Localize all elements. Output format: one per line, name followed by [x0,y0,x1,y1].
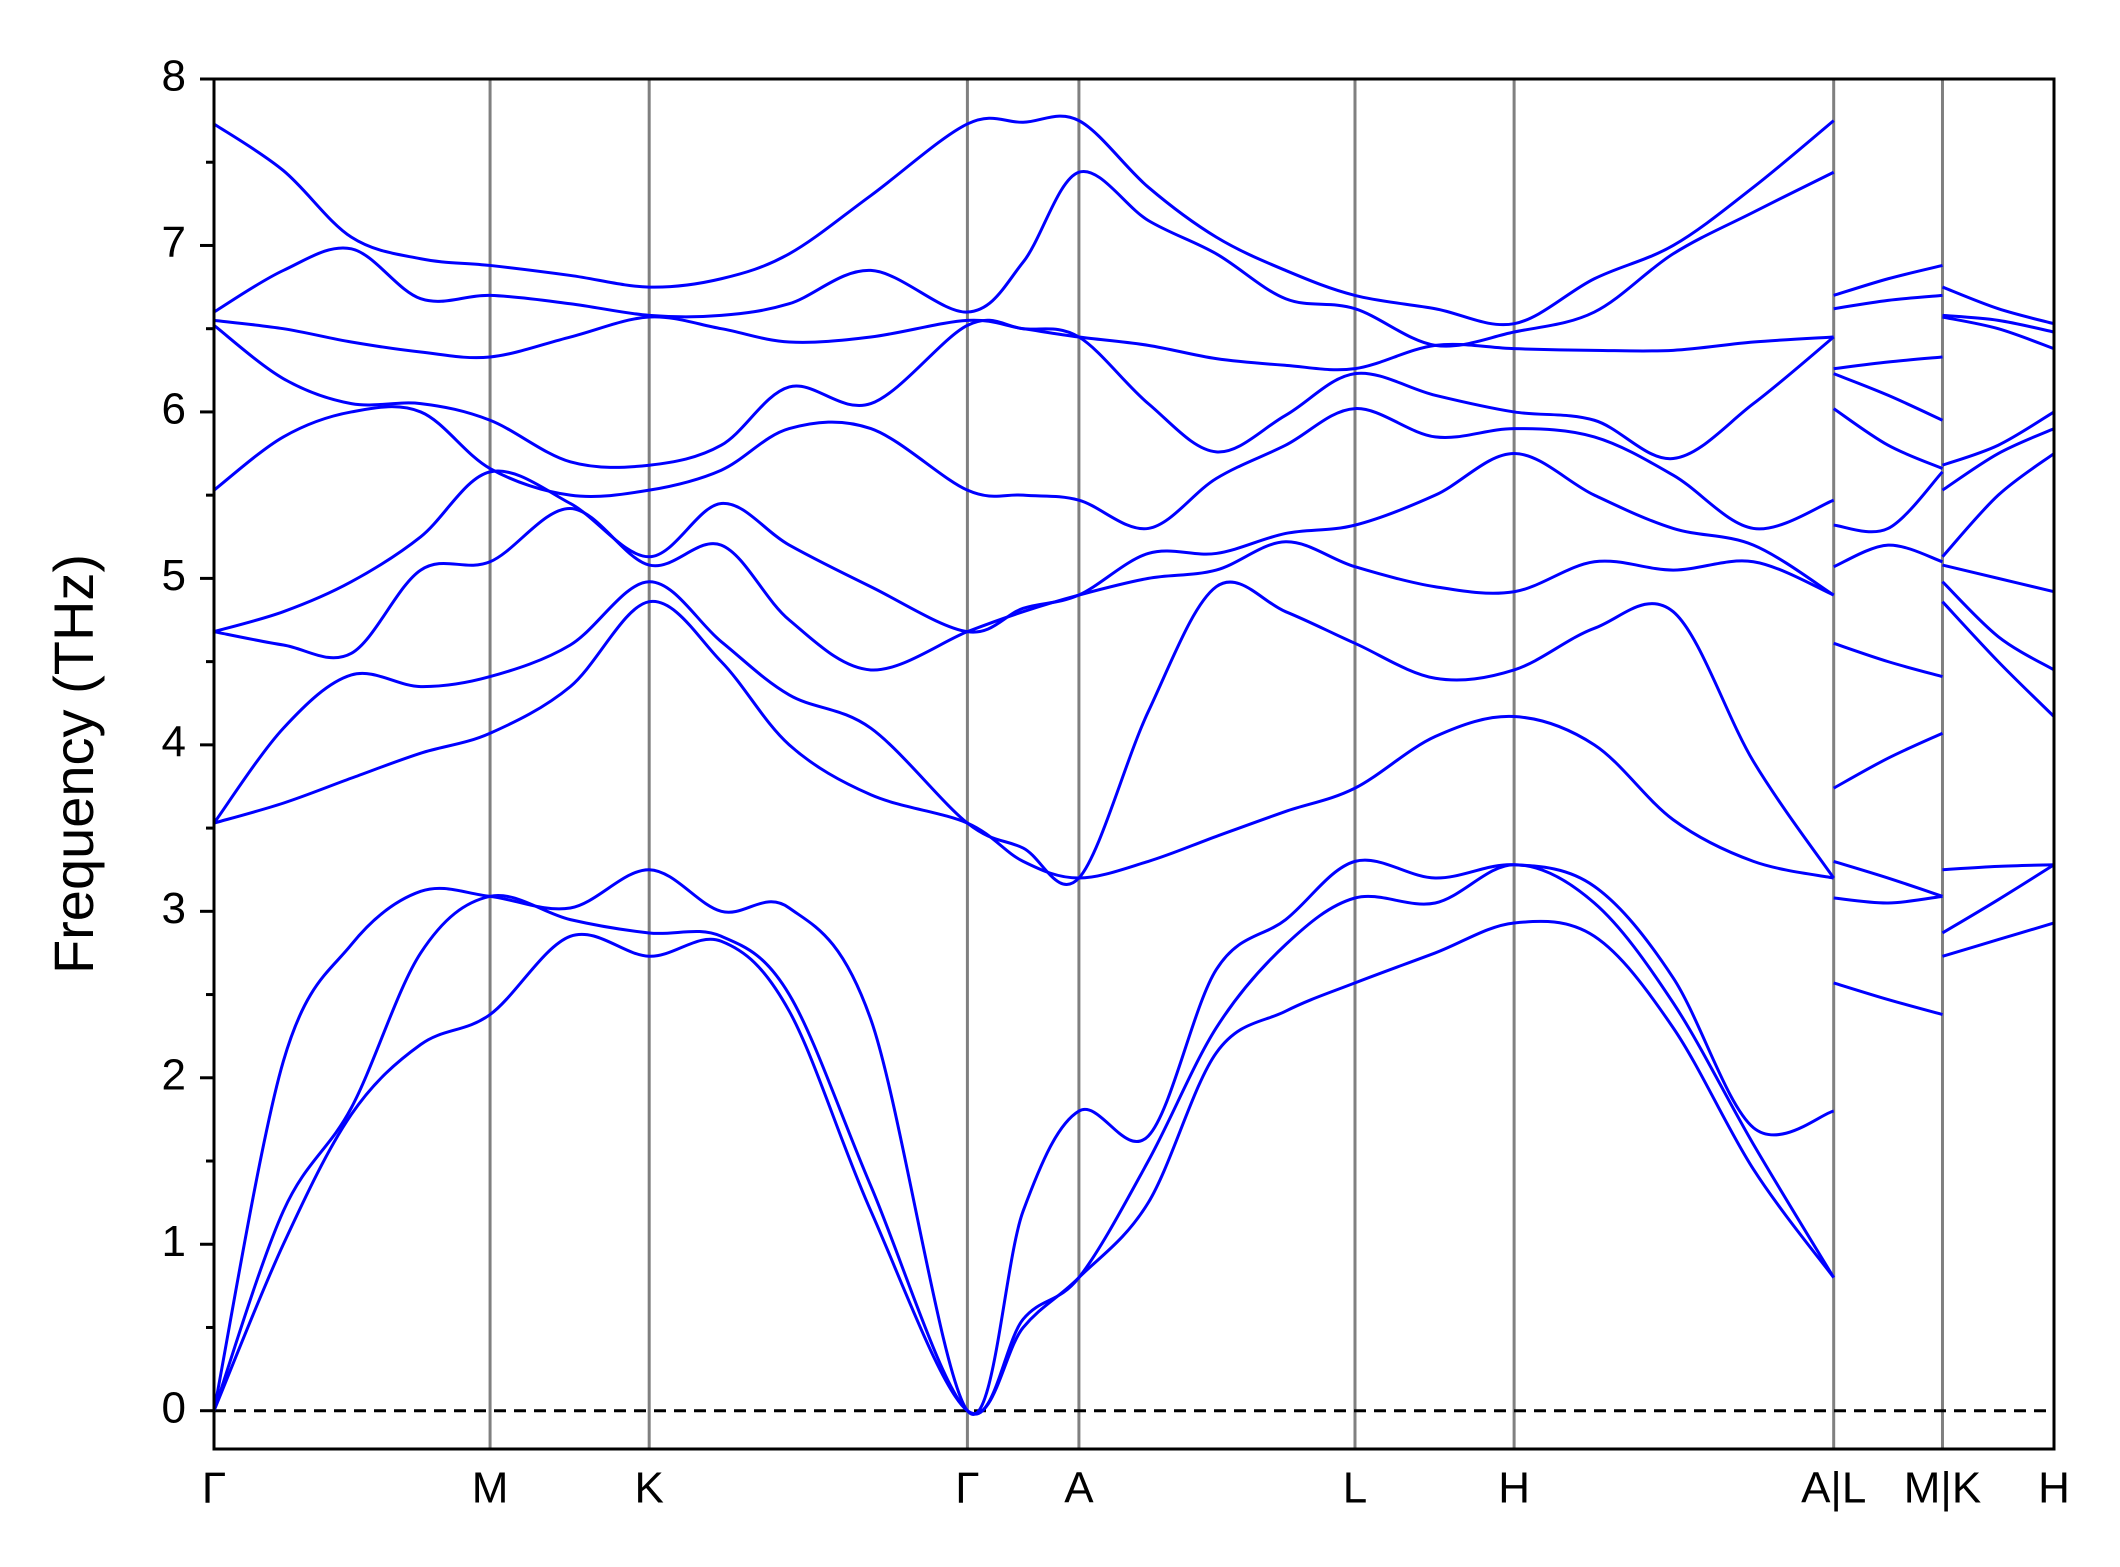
band-line [213,600,2056,880]
x-tick-label: H [2038,1464,2070,1513]
x-tick-label: K [635,1464,664,1513]
y-tick-label: 6 [162,385,186,434]
plot-frame [212,77,2056,1451]
y-tick-label: 7 [162,218,186,267]
band-line [212,858,2055,1416]
x-tick-label: L [1343,1464,1367,1513]
x-tick-label: M [472,1464,509,1513]
y-tick-label: 3 [162,884,186,933]
x-tick-label: H [1498,1464,1530,1513]
band-line [212,580,2055,886]
y-tick-label: 0 [162,1383,186,1432]
y-axis-label: Frequency (THz) [42,554,105,974]
band-line [212,863,2055,1416]
band-line [213,405,2055,531]
x-tick-label: A|L [1801,1464,1866,1513]
y-tick-label: 4 [162,717,186,766]
y-tick-label: 1 [162,1217,186,1266]
x-tick-label: Γ [202,1464,226,1513]
band-line [213,506,2055,672]
band-line [213,114,2055,327]
x-tick-label: M|K [1904,1464,1981,1513]
band-line [213,315,2055,372]
band-line [213,170,2055,348]
band-line [213,452,2055,634]
y-tick-label: 5 [162,551,186,600]
y-tick-label: 2 [162,1050,186,1099]
x-tick-label: A [1064,1464,1094,1513]
x-tick-label: Γ [955,1464,979,1513]
y-tick-label: 8 [162,52,186,101]
